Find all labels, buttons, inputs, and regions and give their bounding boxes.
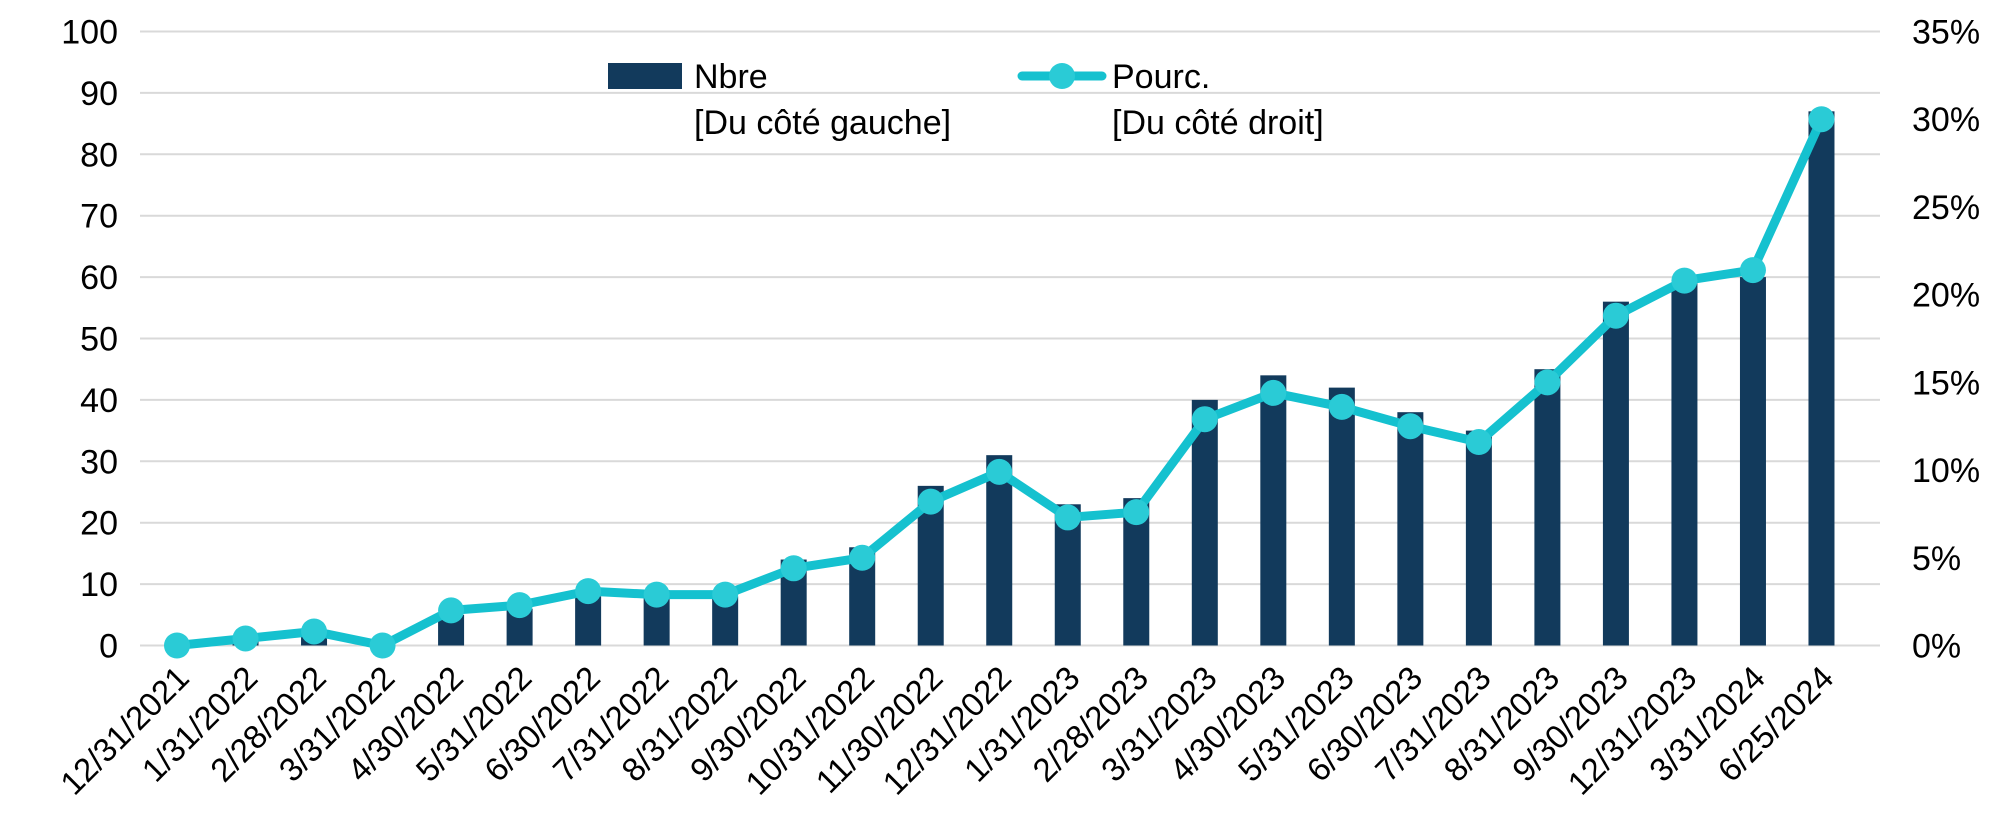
bar-12/31/2023: [1671, 283, 1698, 646]
y-axis-left-label: 30: [80, 443, 118, 481]
y-axis-right-label: 20%: [1912, 277, 1980, 315]
point-12/31/2022: [986, 458, 1013, 485]
bar-6/25/2024: [1808, 111, 1835, 646]
point-5/31/2023: [1328, 393, 1355, 420]
point-6/30/2022: [575, 578, 602, 605]
bar-4/30/2023: [1260, 375, 1287, 646]
y-axis-left-label: 0: [99, 628, 118, 666]
y-axis-left-label: 50: [80, 321, 118, 359]
bar-7/31/2023: [1465, 430, 1492, 646]
bar-5/31/2023: [1328, 387, 1355, 646]
y-axis-right-label: 0%: [1912, 628, 1961, 666]
point-2/28/2023: [1123, 499, 1150, 526]
y-axis-left-label: 10: [80, 566, 118, 604]
point-3/31/2024: [1739, 257, 1766, 284]
point-6/25/2024: [1808, 106, 1835, 133]
y-axis-left-label: 40: [80, 382, 118, 420]
point-11/30/2022: [917, 488, 944, 515]
point-7/31/2022: [643, 581, 670, 608]
point-1/31/2022: [232, 625, 259, 652]
bar-8/31/2023: [1534, 369, 1561, 646]
y-axis-left-label: 90: [80, 75, 118, 113]
y-axis-right-label: 35%: [1912, 14, 1980, 52]
y-axis-left-label: 20: [80, 505, 118, 543]
point-1/31/2023: [1054, 504, 1081, 531]
y-axis-left-label: 100: [61, 14, 118, 52]
bar-6/30/2023: [1397, 412, 1424, 646]
legend-sublabel-nbre: [Du côté gauche]: [694, 104, 951, 142]
point-12/31/2023: [1671, 267, 1698, 294]
bar-9/30/2023: [1602, 301, 1629, 646]
bar-3/31/2024: [1739, 277, 1766, 646]
bar-12/31/2022: [986, 455, 1013, 646]
y-axis-right-label: 15%: [1912, 364, 1980, 402]
legend-bar-swatch: [608, 63, 682, 89]
bar-3/31/2023: [1191, 399, 1218, 646]
legend-label-pourc: Pourc.: [1112, 58, 1210, 96]
point-9/30/2023: [1602, 302, 1629, 329]
y-axis-left-label: 70: [80, 198, 118, 236]
point-6/30/2023: [1397, 413, 1424, 440]
y-axis-right-label: 5%: [1912, 540, 1961, 578]
point-9/30/2022: [780, 555, 807, 582]
y-axis-left-label: 60: [80, 259, 118, 297]
point-4/30/2022: [438, 597, 465, 624]
legend-label-nbre: Nbre: [694, 58, 768, 96]
point-5/31/2022: [506, 592, 533, 619]
legend-sublabel-pourc: [Du côté droit]: [1112, 104, 1324, 142]
legend-line-marker-icon: [1049, 63, 1075, 89]
y-axis-right-label: 30%: [1912, 101, 1980, 139]
y-axis-left-label: 80: [80, 136, 118, 174]
y-axis-right-label: 25%: [1912, 189, 1980, 227]
point-4/30/2023: [1260, 379, 1287, 406]
point-10/31/2022: [849, 544, 876, 571]
point-7/31/2023: [1465, 429, 1492, 456]
point-3/31/2023: [1191, 406, 1218, 433]
point-2/28/2022: [301, 618, 328, 645]
point-8/31/2022: [712, 581, 739, 608]
point-8/31/2023: [1534, 369, 1561, 396]
point-12/31/2021: [164, 632, 190, 659]
y-axis-right-label: 10%: [1912, 452, 1980, 490]
legend: Nbre [Du côté gauche] Pourc. [Du côté dr…: [608, 58, 1324, 142]
point-3/31/2022: [369, 632, 396, 659]
bar-6/30/2022: [575, 596, 602, 646]
